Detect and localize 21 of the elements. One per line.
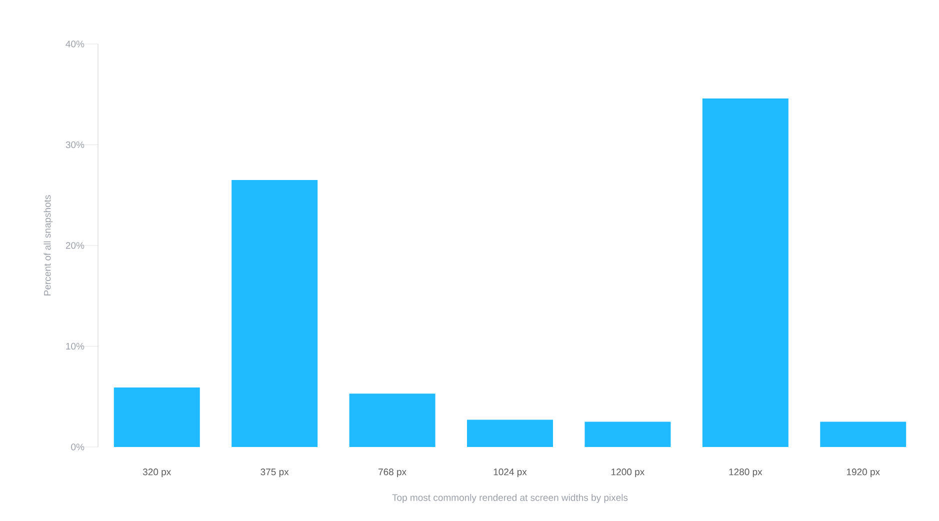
y-axis-title: Percent of all snapshots xyxy=(44,195,53,296)
bar xyxy=(584,422,671,447)
bar xyxy=(349,394,436,447)
x-tick-label: 1920 px xyxy=(846,468,880,478)
y-tick-label: 10% xyxy=(66,342,84,350)
y-tick-label: 40% xyxy=(66,40,84,48)
bar xyxy=(114,388,200,447)
x-tick-label: 320 px xyxy=(142,468,172,478)
bar xyxy=(232,180,318,447)
y-tick-label: 30% xyxy=(66,141,84,148)
x-tick-label: 768 px xyxy=(378,468,406,478)
x-tick-label: 1024 px xyxy=(494,468,527,478)
x-tick-label: 375 px xyxy=(260,468,289,478)
x-axis-title: Top most commonly rendered at screen widths by pixels xyxy=(392,494,628,503)
x-tick-label: 1280 px xyxy=(729,468,762,478)
bar xyxy=(820,422,906,447)
y-tick-label: 0% xyxy=(71,444,84,450)
bar xyxy=(702,98,788,447)
bar xyxy=(467,420,554,447)
y-tick-label: 20% xyxy=(66,242,84,249)
x-tick-label: 1200 px xyxy=(612,468,644,478)
